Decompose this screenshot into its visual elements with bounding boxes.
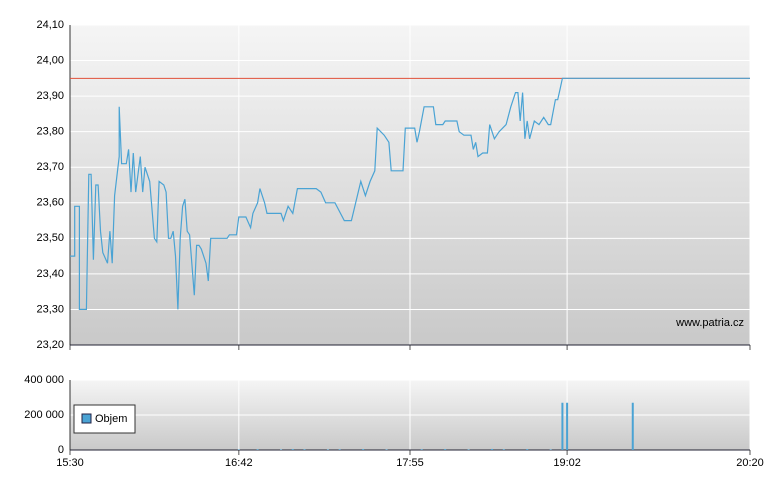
volume-bar [385, 449, 388, 450]
volume-bar [362, 449, 365, 450]
volume-bar [420, 449, 423, 450]
volume-bar [549, 449, 552, 450]
volume-bar [444, 449, 447, 450]
x-tick-label: 16:42 [225, 457, 253, 469]
volume-bar [491, 448, 494, 450]
volume-bar [561, 402, 564, 450]
legend-swatch [81, 413, 92, 424]
y-tick-label: 200 000 [24, 409, 64, 421]
x-tick-label: 19:02 [553, 457, 581, 469]
watermark: www.patria.cz [675, 317, 744, 329]
price-line [70, 77, 750, 310]
y-tick-label: 24,10 [36, 19, 64, 31]
legend-label: Objem [95, 413, 127, 425]
y-tick-label: 400 000 [24, 374, 64, 386]
y-tick-label: 23,40 [36, 268, 64, 280]
x-tick-label: 15:30 [56, 457, 84, 469]
y-tick-label: 0 [58, 444, 64, 456]
volume-bar [256, 449, 259, 450]
volume-bar [566, 402, 569, 450]
volume-bar [502, 449, 505, 450]
x-tick-label: 17:55 [396, 457, 424, 469]
y-tick-label: 23,20 [36, 339, 64, 351]
volume-bar [526, 449, 529, 450]
y-tick-label: 24,00 [36, 54, 64, 66]
y-tick-label: 23,50 [36, 232, 64, 244]
y-tick-label: 23,60 [36, 197, 64, 209]
volume-bar [237, 449, 240, 450]
volume-bar [467, 449, 470, 450]
volume-bar [338, 449, 341, 450]
volume-bar [280, 449, 283, 450]
y-tick-label: 23,70 [36, 161, 64, 173]
y-tick-label: 23,80 [36, 126, 64, 138]
volume-bar [631, 402, 634, 450]
volume-bar [303, 449, 306, 450]
x-tick-label: 20:20 [736, 457, 764, 469]
y-tick-label: 23,90 [36, 90, 64, 102]
volume-bar [291, 449, 294, 450]
y-tick-label: 23,30 [36, 303, 64, 315]
volume-bar [326, 449, 329, 450]
